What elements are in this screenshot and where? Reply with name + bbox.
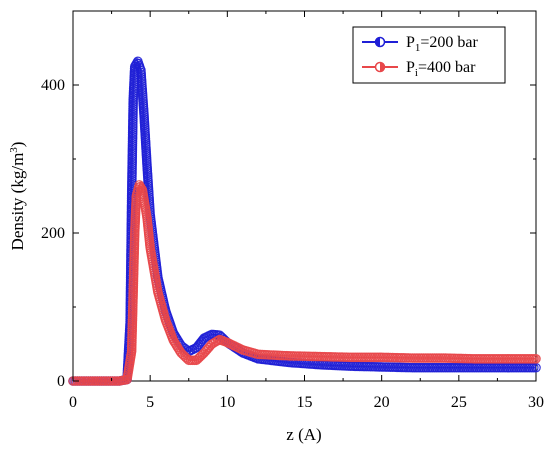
x-tick-label: 0: [69, 394, 77, 411]
x-axis-title: z (A): [286, 425, 321, 444]
series-2-markers: [68, 180, 541, 386]
y-axis-title: Density (kg/m3): [8, 142, 27, 251]
legend-entry-1: P1=200 bar: [362, 34, 479, 54]
x-tick-label: 5: [146, 394, 154, 411]
y-tick-label: 200: [41, 225, 65, 242]
x-tick-label: 10: [219, 394, 235, 411]
x-tick-label: 25: [451, 394, 467, 411]
legend-entry-2: Pi=400 bar: [362, 59, 476, 79]
series-layer: [68, 56, 541, 386]
x-tick-label: 15: [297, 394, 313, 411]
legend: P1=200 bar Pi=400 bar: [352, 26, 506, 84]
y-tick-label: 0: [57, 373, 65, 390]
legend-marker-2-fill: [380, 62, 385, 72]
legend-box: [352, 26, 506, 84]
y-tick-label: 400: [41, 77, 65, 94]
x-tick-label: 30: [528, 394, 544, 411]
legend-label-2: Pi=400 bar: [406, 59, 476, 79]
series-1-point-fill: [531, 363, 536, 372]
legend-label-1: P1=200 bar: [406, 34, 479, 54]
x-axis-ticks: 0 5 10 15 20 25 30: [69, 11, 544, 411]
legend-marker-1-fill: [375, 37, 380, 47]
y-axis-ticks: 0 200 400: [41, 10, 536, 390]
series-2-point-fill: [536, 354, 541, 363]
x-tick-label: 20: [374, 394, 390, 411]
